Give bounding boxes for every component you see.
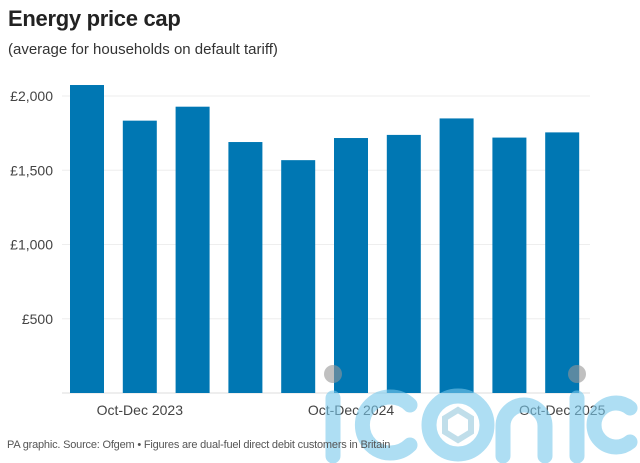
watermark-stroke	[421, 388, 495, 462]
bar-jul-sep-2024	[281, 160, 316, 393]
bar-oct-dec-2023	[122, 120, 157, 393]
bar-jan-mar-2025	[386, 134, 421, 394]
y-tick-label: £2,000	[10, 88, 53, 104]
watermark-hexagon	[442, 406, 474, 444]
watermark-dot	[324, 365, 342, 383]
bar-oct-dec-2025	[545, 132, 580, 393]
x-tick-label: Oct-Dec 2023	[97, 402, 184, 418]
watermark-stroke	[354, 389, 418, 461]
watermark-stroke	[586, 395, 638, 455]
bar-jul-sep-2023	[70, 85, 104, 394]
bar-apr-jun-2024	[228, 142, 263, 393]
watermark-stroke	[495, 397, 553, 463]
bar-apr-jun-2025	[439, 118, 474, 394]
chart-title: Energy price cap	[8, 6, 181, 31]
source-footer: PA graphic. Source: Ofgem • Figures are …	[7, 439, 391, 451]
chart-subtitle: (average for households on default tarif…	[8, 41, 278, 58]
y-tick-label: £1,000	[10, 237, 53, 253]
bar-oct-dec-2024	[334, 138, 368, 393]
bar-jul-sep-2025	[492, 137, 527, 393]
y-tick-label: £500	[22, 311, 53, 327]
y-tick-label: £1,500	[10, 162, 53, 178]
bar-jan-mar-2024	[175, 106, 210, 393]
watermark-dot	[568, 365, 586, 383]
